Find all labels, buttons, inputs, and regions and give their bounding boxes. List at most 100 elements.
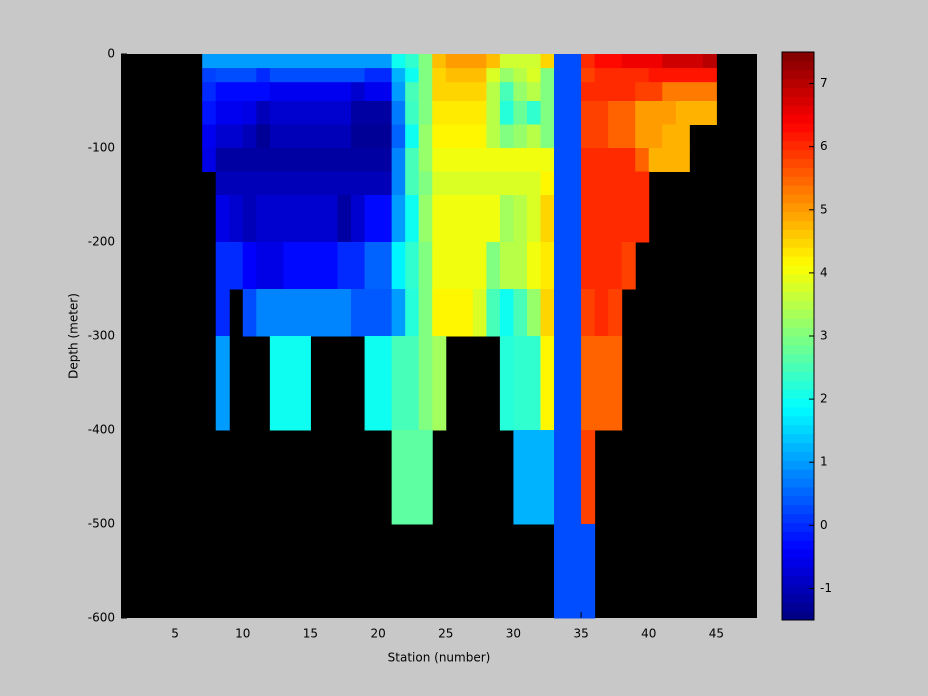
heat-cell [256, 289, 271, 337]
colorbar-swatch [782, 442, 814, 452]
colorbar-swatch [782, 211, 814, 222]
heat-cell [323, 289, 339, 337]
heat-cell [323, 148, 339, 172]
heat-cell [418, 195, 433, 243]
heat-cell [459, 289, 474, 337]
heat-cell [472, 289, 487, 337]
colorbar-swatch [782, 140, 814, 151]
heat-cell [229, 68, 244, 83]
heat-cell [364, 195, 379, 243]
heat-cell [621, 171, 636, 196]
heat-cell [364, 54, 379, 69]
heat-cell [310, 54, 325, 69]
heat-cell [540, 148, 555, 172]
heat-cell [526, 82, 541, 102]
heat-cell [283, 101, 298, 125]
heat-cell [526, 54, 541, 69]
colorbar-swatch [782, 557, 814, 568]
colorbar-tick-label: 0 [820, 518, 828, 532]
heat-cell [526, 336, 541, 431]
colorbar-swatch [782, 398, 814, 408]
heat-cell [459, 124, 474, 149]
heat-cell [621, 54, 636, 69]
heat-cell [486, 242, 501, 290]
colorbar-swatch [782, 362, 814, 372]
heat-cell [702, 54, 717, 69]
heat-cell [418, 171, 433, 196]
heat-cell [351, 289, 366, 337]
heat-cell [378, 54, 393, 69]
heat-cell [283, 289, 298, 337]
heat-cell [337, 195, 352, 243]
heat-cell [296, 124, 311, 149]
heat-cell [418, 101, 433, 125]
heat-cell [378, 195, 393, 243]
heat-cell [283, 82, 298, 102]
heat-cell [554, 336, 569, 431]
heat-cell [418, 68, 433, 83]
colorbar-swatch [782, 229, 814, 239]
heat-cell [486, 68, 501, 83]
heat-cell [662, 68, 677, 83]
colorbar-swatch [782, 69, 814, 80]
heat-cell [323, 242, 339, 290]
heat-cell [296, 336, 311, 431]
x-tick-label: 35 [573, 627, 588, 641]
heat-cell [445, 171, 460, 196]
heat-cell [675, 68, 690, 83]
x-tick-label: 5 [171, 627, 179, 641]
heat-cell [391, 430, 406, 525]
heat-cell [256, 68, 271, 83]
heat-cell [513, 171, 528, 196]
heat-cell [635, 171, 650, 196]
heat-cell [459, 195, 474, 243]
heat-cell [418, 124, 433, 149]
heat-cell [526, 148, 541, 172]
heat-cell [554, 68, 569, 83]
heat-cell [283, 242, 298, 290]
colorbar-swatch [782, 389, 814, 399]
heat-cell [242, 148, 257, 172]
colorbar-tick-label: 6 [820, 139, 828, 153]
heat-cell [499, 148, 514, 172]
heat-cell [310, 242, 325, 290]
heat-cell [621, 195, 636, 243]
heat-cell [662, 82, 677, 102]
heat-cell [608, 82, 623, 102]
heat-cell [405, 195, 420, 243]
colorbar-swatch [782, 327, 814, 337]
x-tick-label: 10 [235, 627, 250, 641]
heat-cell [486, 289, 501, 337]
heat-cell [554, 124, 569, 149]
heat-cell [445, 289, 460, 337]
heat-cell [662, 101, 677, 125]
heat-cell [364, 68, 379, 83]
heat-cell [594, 68, 609, 83]
x-tick-label: 40 [641, 627, 656, 641]
heat-cell [337, 124, 352, 149]
colorbar-swatch [782, 78, 814, 88]
colorbar-swatch [782, 566, 814, 577]
heat-cell [554, 195, 569, 243]
heat-cell [432, 68, 447, 83]
x-axis-label: Station (number) [388, 651, 491, 665]
heat-cell [378, 242, 393, 290]
colorbar-swatch [782, 486, 814, 497]
heat-cell [567, 430, 582, 525]
heat-cell [662, 148, 677, 172]
heat-cell [418, 82, 433, 102]
heat-cell [296, 289, 311, 337]
heat-cell [567, 101, 582, 125]
heat-cell [215, 68, 230, 83]
colorbar-swatch [782, 318, 814, 328]
x-tick-label: 45 [709, 627, 724, 641]
heat-cell [459, 148, 474, 172]
heat-cell [459, 171, 474, 196]
heat-cell [337, 242, 352, 290]
heat-cell [567, 524, 582, 619]
heat-cell [215, 242, 230, 290]
colorbar-swatch [782, 131, 814, 142]
heat-cell [554, 101, 569, 125]
heat-cell [499, 171, 514, 196]
heat-cell [391, 101, 406, 125]
